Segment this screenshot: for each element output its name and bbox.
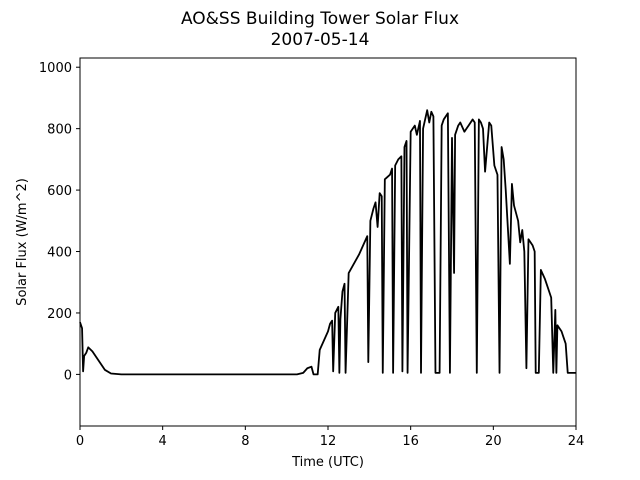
x-tick-label: 12	[320, 434, 337, 449]
x-tick-label: 24	[568, 434, 585, 449]
y-tick-label: 1000	[39, 61, 72, 76]
plot-frame	[79, 57, 577, 427]
chart-subtitle: 2007-05-14	[271, 30, 370, 50]
x-tick-label: 20	[485, 434, 502, 449]
x-axis-label: Time (UTC)	[291, 455, 364, 470]
y-tick-label: 800	[47, 123, 72, 138]
x-tick-label: 8	[241, 434, 249, 449]
x-tick-label: 0	[76, 434, 84, 449]
y-tick-label: 600	[47, 184, 72, 199]
y-tick-label: 0	[64, 368, 72, 383]
chart-title: AO&SS Building Tower Solar Flux	[181, 9, 459, 29]
y-tick-label: 200	[47, 307, 72, 322]
y-axis-label: Solar Flux (W/m^2)	[15, 178, 30, 306]
x-tick-label: 16	[402, 434, 419, 449]
y-tick-label: 400	[47, 246, 72, 261]
data-line	[79, 109, 576, 376]
x-tick-label: 4	[159, 434, 167, 449]
